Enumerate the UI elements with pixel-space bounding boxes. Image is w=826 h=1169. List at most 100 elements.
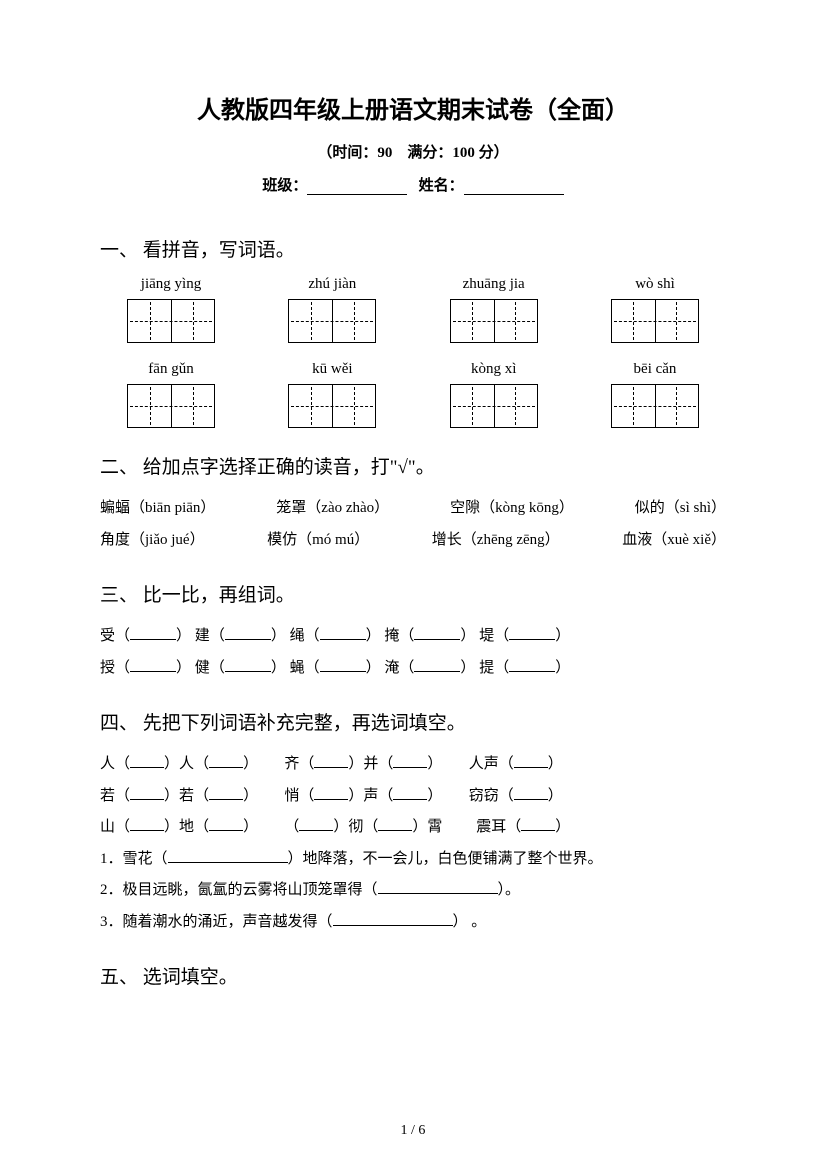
q2-item: 模仿（mó mú）	[267, 525, 369, 557]
w: 声	[363, 788, 378, 804]
pinyin-7: kòng xì	[429, 361, 559, 378]
section-3-body: 受（） 建（） 绳（） 掩（） 堤（） 授（） 健（） 蝇（） 淹（） 提（）	[100, 621, 726, 684]
blank[interactable]	[414, 625, 460, 640]
answer-box[interactable]	[127, 384, 215, 428]
page-title: 人教版四年级上册语文期末试卷（全面）	[100, 90, 726, 125]
w: 山	[100, 819, 115, 835]
blank[interactable]	[393, 785, 427, 800]
w: 彻	[348, 819, 363, 835]
blank[interactable]	[378, 816, 412, 831]
w: 人声	[469, 756, 499, 772]
blank[interactable]	[514, 785, 548, 800]
class-blank[interactable]	[307, 178, 407, 195]
w: 霄	[427, 819, 442, 835]
pinyin-4: wò shì	[590, 276, 720, 293]
blank[interactable]	[130, 657, 176, 672]
blank[interactable]	[509, 625, 555, 640]
blank[interactable]	[314, 785, 348, 800]
name-label: 姓名：	[419, 178, 464, 194]
q2-item: 似的（sì shì）	[635, 493, 726, 525]
w: 并	[363, 756, 378, 772]
blank[interactable]	[209, 816, 243, 831]
answer-box[interactable]	[611, 299, 699, 343]
boxes-row-1	[100, 299, 726, 343]
w: 地	[179, 819, 194, 835]
blank[interactable]	[168, 848, 288, 863]
answer-box[interactable]	[127, 299, 215, 343]
pinyin-3: zhuāng jia	[429, 276, 559, 293]
pinyin-6: kū wěi	[267, 361, 397, 378]
boxes-row-2	[100, 384, 726, 428]
blank[interactable]	[209, 785, 243, 800]
blank[interactable]	[320, 657, 366, 672]
sentence-1b: ）地降落，不一会儿，白色便铺满了整个世界。	[288, 851, 603, 867]
blank[interactable]	[209, 753, 243, 768]
section-1-heading: 一、 看拼音，写词语。	[100, 235, 726, 262]
pinyin-row-1: jiāng yìng zhú jiàn zhuāng jia wò shì	[100, 276, 726, 293]
char: 绳	[290, 628, 305, 644]
answer-box[interactable]	[611, 384, 699, 428]
char: 提	[479, 660, 494, 676]
answer-box[interactable]	[288, 299, 376, 343]
blank[interactable]	[509, 657, 555, 672]
blank[interactable]	[130, 816, 164, 831]
char: 健	[195, 660, 210, 676]
section-4-heading: 四、 先把下列词语补充完整，再选词填空。	[100, 708, 726, 735]
w: 震耳	[476, 819, 506, 835]
w: 悄	[284, 788, 299, 804]
q2-item: 增长（zhēng zēng）	[432, 525, 560, 557]
blank[interactable]	[521, 816, 555, 831]
section-2-body: 蝙蝠（biān piān） 笼罩（zào zhào） 空隙（kòng kōng）…	[100, 493, 726, 556]
w: 齐	[284, 756, 299, 772]
char: 掩	[384, 628, 399, 644]
blank[interactable]	[320, 625, 366, 640]
q2-item: 角度（jiǎo jué）	[100, 525, 205, 557]
answer-box[interactable]	[450, 384, 538, 428]
page-subtitle: （时间：90 满分：100 分）	[100, 141, 726, 162]
blank[interactable]	[333, 911, 453, 926]
sentence-3a: 3．随着潮水的涌近，声音越发得（	[100, 914, 333, 930]
blank[interactable]	[225, 625, 271, 640]
w: 人	[179, 756, 194, 772]
char: 淹	[384, 660, 399, 676]
char: 授	[100, 660, 115, 676]
char: 受	[100, 628, 115, 644]
w: 人	[100, 756, 115, 772]
q2-item: 蝙蝠（biān piān）	[100, 493, 215, 525]
q2-item: 血液（xuè xiě）	[622, 525, 726, 557]
blank[interactable]	[130, 753, 164, 768]
sentence-1a: 1．雪花（	[100, 851, 168, 867]
pinyin-8: bēi cǎn	[590, 361, 720, 378]
sentence-3b: ） 。	[453, 914, 487, 930]
char: 建	[195, 628, 210, 644]
name-blank[interactable]	[464, 178, 564, 195]
w: 若	[179, 788, 194, 804]
q2-item: 笼罩（zào zhào）	[276, 493, 389, 525]
char: 堤	[479, 628, 494, 644]
answer-box[interactable]	[450, 299, 538, 343]
char: 蝇	[290, 660, 305, 676]
section-5-heading: 五、 选词填空。	[100, 962, 726, 989]
answer-box[interactable]	[288, 384, 376, 428]
pinyin-row-2: fān gǔn kū wěi kòng xì bēi cǎn	[100, 361, 726, 378]
blank[interactable]	[414, 657, 460, 672]
pinyin-5: fān gǔn	[106, 361, 236, 378]
class-label: 班级：	[262, 178, 307, 194]
blank[interactable]	[393, 753, 427, 768]
blank[interactable]	[225, 657, 271, 672]
blank[interactable]	[314, 753, 348, 768]
sentence-2b: ）。	[498, 882, 521, 898]
blank[interactable]	[378, 879, 498, 894]
page-number: 1 / 6	[0, 1123, 826, 1139]
w: 窃窃	[469, 788, 499, 804]
section-4-body: 人（）人（） 齐（）并（） 人声（） 若（）若（） 悄（）声（） 窃窃（） 山（…	[100, 749, 726, 938]
blank[interactable]	[130, 625, 176, 640]
blank[interactable]	[130, 785, 164, 800]
q2-item: 空隙（kòng kōng）	[450, 493, 574, 525]
pinyin-2: zhú jiàn	[267, 276, 397, 293]
info-row: 班级： 姓名：	[100, 174, 726, 195]
blank[interactable]	[514, 753, 548, 768]
blank[interactable]	[299, 816, 333, 831]
w: 若	[100, 788, 115, 804]
section-2-heading: 二、 给加点字选择正确的读音，打"√"。	[100, 452, 726, 479]
